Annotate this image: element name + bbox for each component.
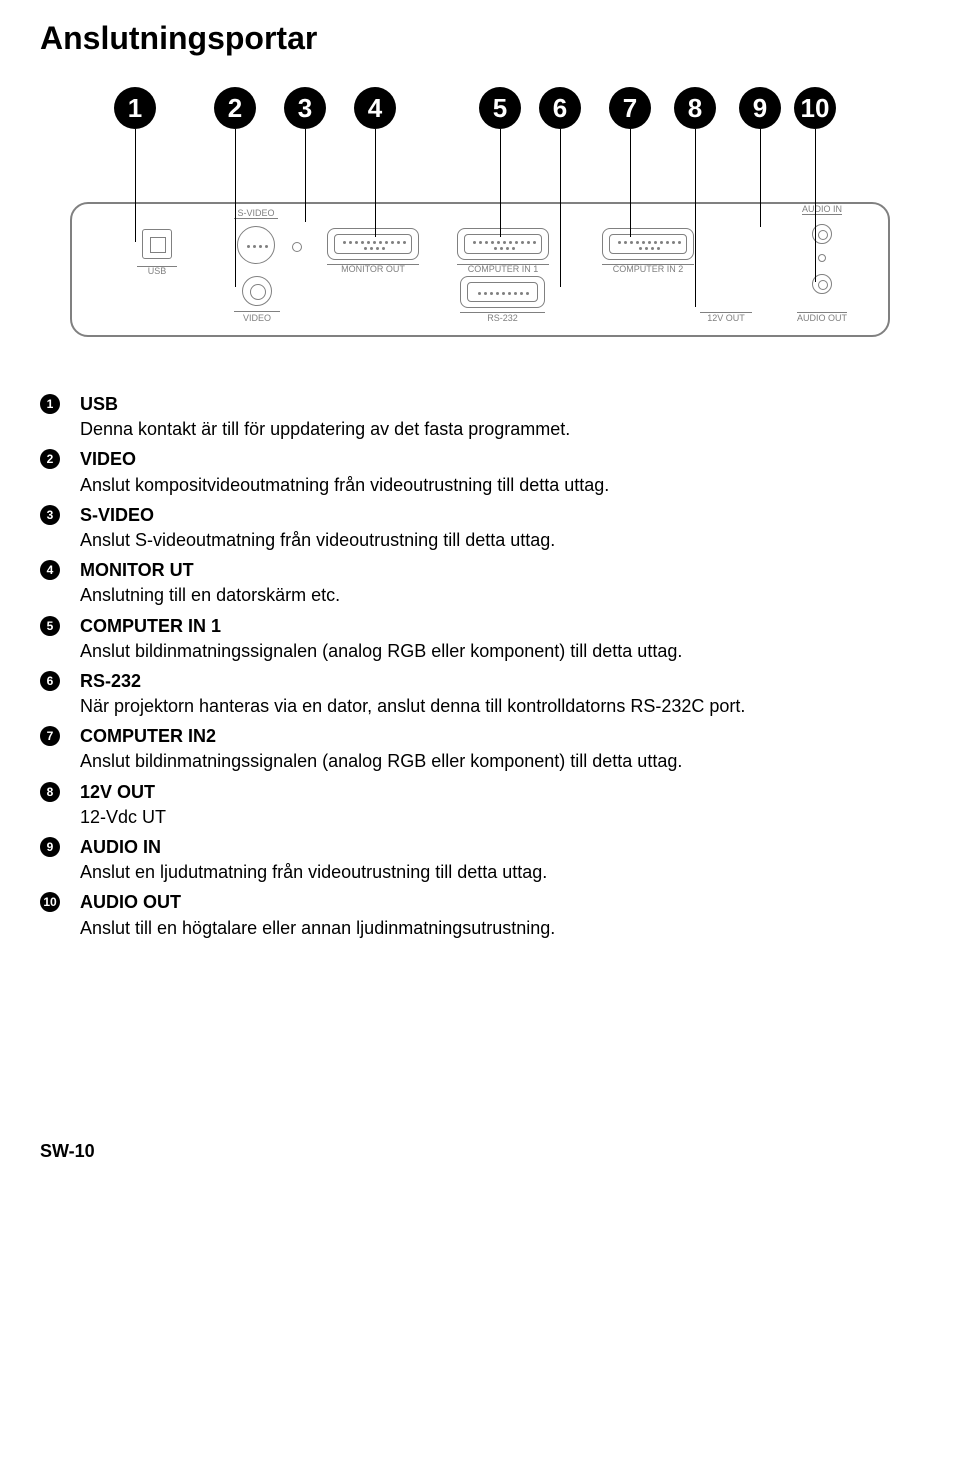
item-desc: Anslut bildinmatningssignalen (analog RG…: [80, 749, 920, 774]
lead-line-3: [305, 129, 306, 222]
lead-line-9: [760, 129, 761, 227]
item-term: COMPUTER IN2: [80, 724, 920, 749]
item-body: S-VIDEOAnslut S-videoutmatning från vide…: [80, 503, 920, 553]
item-bullet: 6: [40, 671, 60, 691]
item-body: VIDEOAnslut kompositvideoutmatning från …: [80, 447, 920, 497]
item-term: RS-232: [80, 669, 920, 694]
item-desc: Anslutning till en datorskärm etc.: [80, 583, 920, 608]
item-term: COMPUTER IN 1: [80, 614, 920, 639]
port-descriptions: 1 USBDenna kontakt är till för uppdaterin…: [40, 392, 920, 941]
computer-in2-port-icon: [602, 228, 694, 260]
item-9: 9 AUDIO INAnslut en ljudutmatning från vi…: [40, 835, 920, 885]
item-bullet: 4: [40, 560, 60, 580]
lead-line-8: [695, 129, 696, 307]
item-body: RS-232När projektorn hanteras via en dat…: [80, 669, 920, 719]
item-body: AUDIO OUTAnslut till en högtalare eller …: [80, 890, 920, 940]
item-bullet: 8: [40, 782, 60, 802]
lead-line-10: [815, 129, 816, 282]
item-10: 10 AUDIO OUTAnslut till en högtalare elle…: [40, 890, 920, 940]
usb-port-icon: [142, 229, 172, 259]
callout-3: 3: [284, 87, 326, 129]
item-body: 12V OUT12-Vdc UT: [80, 780, 920, 830]
item-body: USBDenna kontakt är till för uppdatering…: [80, 392, 920, 442]
item-desc: Anslut S-videoutmatning från videoutrust…: [80, 528, 920, 553]
lead-line-5: [500, 129, 501, 237]
lead-line-7: [630, 129, 631, 237]
item-desc: Anslut till en högtalare eller annan lju…: [80, 916, 920, 941]
computer-in1-label: COMPUTER IN 1: [457, 264, 549, 274]
connection-diagram: 1 234 56789 10 USB S-VIDEO VIDEO MONITOR OU…: [70, 87, 890, 367]
item-bullet: 10: [40, 892, 60, 912]
item-term: VIDEO: [80, 447, 920, 472]
lead-line-2: [235, 129, 236, 287]
callout-numbers: 1 234 56789 10: [70, 87, 890, 137]
callout-9: 9: [739, 87, 781, 129]
item-term: MONITOR UT: [80, 558, 920, 583]
item-bullet: 7: [40, 726, 60, 746]
item-bullet: 5: [40, 616, 60, 636]
page-number: SW-10: [40, 1141, 920, 1162]
callout-8: 8: [674, 87, 716, 129]
lead-line-4: [375, 129, 376, 237]
item-6: 6 RS-232När projektorn hanteras via en da…: [40, 669, 920, 719]
item-3: 3 S-VIDEOAnslut S-videoutmatning från vid…: [40, 503, 920, 553]
item-desc: 12-Vdc UT: [80, 805, 920, 830]
item-bullet: 3: [40, 505, 60, 525]
item-term: AUDIO OUT: [80, 890, 920, 915]
item-body: COMPUTER IN2Anslut bildinmatningssignale…: [80, 724, 920, 774]
rear-panel: USB S-VIDEO VIDEO MONITOR OUT: [70, 202, 890, 337]
rs232-label: RS-232: [460, 313, 545, 323]
item-desc: Anslut en ljudutmatning från videoutrust…: [80, 860, 920, 885]
item-bullet: 2: [40, 449, 60, 469]
item-body: MONITOR UTAnslutning till en datorskärm …: [80, 558, 920, 608]
callout-7: 7: [609, 87, 651, 129]
computer-in1-port-icon: [457, 228, 549, 260]
screw-icon: [292, 242, 302, 252]
item-bullet: 9: [40, 837, 60, 857]
item-term: AUDIO IN: [80, 835, 920, 860]
item-5: 5 COMPUTER IN 1Anslut bildinmatningssigna…: [40, 614, 920, 664]
page-title: Anslutningsportar: [40, 20, 920, 57]
v12-label: 12V OUT: [700, 313, 752, 323]
callout-6: 6: [539, 87, 581, 129]
callout-2: 2: [214, 87, 256, 129]
item-desc: Anslut bildinmatningssignalen (analog RG…: [80, 639, 920, 664]
led-icon: [818, 254, 826, 262]
monitor-out-label: MONITOR OUT: [327, 264, 419, 274]
video-label: VIDEO: [234, 313, 280, 323]
item-bullet: 1: [40, 394, 60, 414]
audio-in-label: AUDIO IN: [790, 204, 854, 214]
svideo-label: S-VIDEO: [234, 208, 278, 218]
callout-1: 1: [114, 87, 156, 129]
item-4: 4 MONITOR UTAnslutning till en datorskärm…: [40, 558, 920, 608]
monitor-out-port-icon: [327, 228, 419, 260]
video-port-icon: [242, 276, 272, 306]
item-2: 2 VIDEOAnslut kompositvideoutmatning från…: [40, 447, 920, 497]
audio-out-label: AUDIO OUT: [784, 313, 860, 323]
callout-4: 4: [354, 87, 396, 129]
item-desc: Denna kontakt är till för uppdatering av…: [80, 417, 920, 442]
item-term: USB: [80, 392, 920, 417]
item-1: 1 USBDenna kontakt är till för uppdaterin…: [40, 392, 920, 442]
item-body: AUDIO INAnslut en ljudutmatning från vid…: [80, 835, 920, 885]
callout-10: 10: [794, 87, 836, 129]
item-7: 7 COMPUTER IN2Anslut bildinmatningssignal…: [40, 724, 920, 774]
rs232-port-icon: [460, 276, 545, 308]
lead-line-6: [560, 129, 561, 287]
computer-in2-label: COMPUTER IN 2: [602, 264, 694, 274]
callout-5: 5: [479, 87, 521, 129]
item-term: 12V OUT: [80, 780, 920, 805]
svideo-port-icon: [237, 226, 275, 264]
usb-label: USB: [137, 266, 177, 276]
item-8: 8 12V OUT12-Vdc UT: [40, 780, 920, 830]
item-desc: Anslut kompositvideoutmatning från video…: [80, 473, 920, 498]
item-term: S-VIDEO: [80, 503, 920, 528]
item-body: COMPUTER IN 1Anslut bildinmatningssignal…: [80, 614, 920, 664]
item-desc: När projektorn hanteras via en dator, an…: [80, 694, 920, 719]
lead-line-1: [135, 129, 136, 242]
